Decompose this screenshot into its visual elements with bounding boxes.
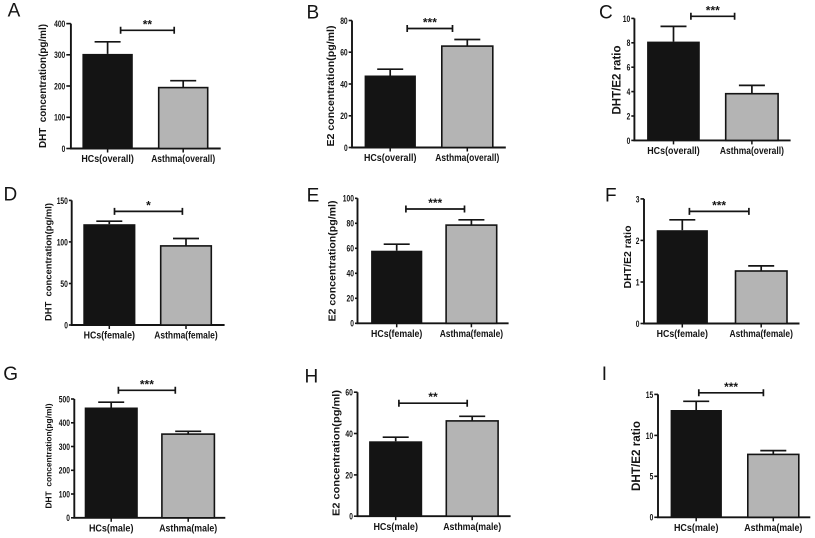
svg-text:H: H (305, 366, 319, 387)
svg-text:DHT concentration(pg/ml): DHT concentration(pg/ml) (44, 203, 55, 321)
svg-text:40: 40 (345, 429, 353, 440)
svg-text:E2 concentration(pg/ml): E2 concentration(pg/ml) (328, 201, 339, 322)
svg-text:400: 400 (54, 19, 65, 30)
svg-text:C: C (599, 2, 613, 23)
svg-text:DHT/E2 ratio: DHT/E2 ratio (622, 226, 634, 289)
svg-text:0: 0 (627, 136, 631, 147)
svg-text:0: 0 (349, 512, 353, 523)
svg-text:40: 40 (347, 269, 355, 280)
svg-text:D: D (4, 185, 18, 206)
svg-text:20: 20 (347, 294, 355, 305)
svg-text:HCs(male): HCs(male) (674, 522, 719, 534)
svg-text:Asthma(overall): Asthma(overall) (151, 153, 215, 165)
svg-text:**: ** (143, 17, 153, 31)
svg-text:300: 300 (59, 442, 70, 453)
svg-text:Asthma(male): Asthma(male) (744, 522, 802, 534)
svg-text:HCs(overall): HCs(overall) (647, 145, 700, 157)
svg-text:200: 200 (54, 82, 65, 93)
svg-text:***: *** (724, 380, 738, 394)
svg-text:Asthma(male): Asthma(male) (159, 522, 217, 534)
svg-text:***: *** (706, 3, 720, 17)
svg-text:10: 10 (623, 14, 631, 25)
svg-text:100: 100 (57, 237, 68, 248)
svg-text:B: B (307, 3, 320, 24)
svg-text:A: A (8, 1, 21, 22)
svg-text:2: 2 (627, 111, 631, 122)
svg-text:I: I (602, 364, 607, 385)
svg-text:Asthma(female): Asthma(female) (154, 330, 217, 342)
svg-text:Asthma(male): Asthma(male) (443, 521, 501, 533)
svg-text:10: 10 (646, 431, 654, 442)
svg-text:3: 3 (636, 194, 640, 205)
svg-text:50: 50 (60, 279, 68, 290)
svg-text:***: *** (428, 196, 442, 210)
svg-text:6: 6 (627, 63, 631, 74)
svg-text:0: 0 (64, 320, 68, 331)
svg-text:*: * (146, 198, 151, 212)
svg-text:E2 concentration(pg/ml): E2 concentration(pg/ml) (326, 26, 337, 147)
svg-text:80: 80 (340, 16, 348, 27)
svg-text:15: 15 (646, 390, 654, 401)
svg-text:***: *** (140, 377, 154, 391)
svg-text:20: 20 (340, 111, 348, 122)
svg-text:HCs(male): HCs(male) (373, 521, 418, 533)
svg-text:F: F (605, 186, 617, 207)
svg-text:Asthma(female): Asthma(female) (730, 328, 793, 340)
svg-text:0: 0 (66, 513, 70, 524)
svg-text:E2 concentration(pg/ml): E2 concentration(pg/ml) (331, 390, 343, 516)
svg-text:HCs(male): HCs(male) (89, 522, 134, 534)
svg-text:***: *** (712, 198, 726, 212)
svg-text:1: 1 (636, 277, 640, 288)
svg-text:80: 80 (347, 219, 355, 230)
svg-text:Asthma(overall): Asthma(overall) (720, 145, 784, 157)
svg-text:DHT/E2 ratio: DHT/E2 ratio (631, 421, 643, 491)
svg-text:***: *** (423, 16, 437, 30)
svg-text:150: 150 (57, 196, 68, 207)
svg-text:60: 60 (347, 244, 355, 255)
svg-text:0: 0 (350, 319, 354, 330)
svg-text:E: E (307, 185, 320, 206)
svg-text:20: 20 (345, 470, 353, 481)
svg-text:40: 40 (340, 79, 348, 90)
svg-text:100: 100 (54, 113, 65, 124)
svg-text:0: 0 (344, 143, 348, 154)
svg-text:200: 200 (59, 466, 70, 477)
svg-text:500: 500 (59, 394, 70, 405)
svg-text:60: 60 (345, 388, 353, 399)
svg-text:Asthma(female): Asthma(female) (440, 328, 503, 340)
svg-text:100: 100 (59, 489, 70, 500)
svg-text:4: 4 (627, 87, 631, 98)
svg-text:100: 100 (343, 194, 354, 205)
svg-text:0: 0 (650, 513, 654, 524)
svg-text:DHT concentration(pg/ml): DHT concentration(pg/ml) (44, 403, 54, 508)
svg-text:HCs(female): HCs(female) (84, 330, 135, 342)
svg-text:300: 300 (54, 50, 65, 61)
svg-text:2: 2 (636, 236, 640, 247)
svg-text:0: 0 (636, 319, 640, 330)
svg-text:DHT/E2 ratio: DHT/E2 ratio (612, 46, 624, 115)
svg-text:DHT concentration(pg/ml): DHT concentration(pg/ml) (38, 24, 49, 148)
svg-text:60: 60 (340, 48, 348, 59)
svg-text:HCs(overall): HCs(overall) (81, 153, 134, 165)
svg-text:G: G (3, 364, 18, 385)
svg-text:400: 400 (59, 418, 70, 429)
svg-text:HCs(female): HCs(female) (371, 328, 422, 340)
svg-text:5: 5 (650, 472, 654, 483)
svg-text:HCs(female): HCs(female) (657, 328, 708, 340)
svg-text:8: 8 (627, 38, 631, 49)
svg-text:Asthma(overall): Asthma(overall) (435, 152, 499, 164)
svg-text:0: 0 (62, 144, 66, 155)
svg-text:HCs(overall): HCs(overall) (364, 152, 417, 164)
svg-text:**: ** (428, 390, 438, 404)
